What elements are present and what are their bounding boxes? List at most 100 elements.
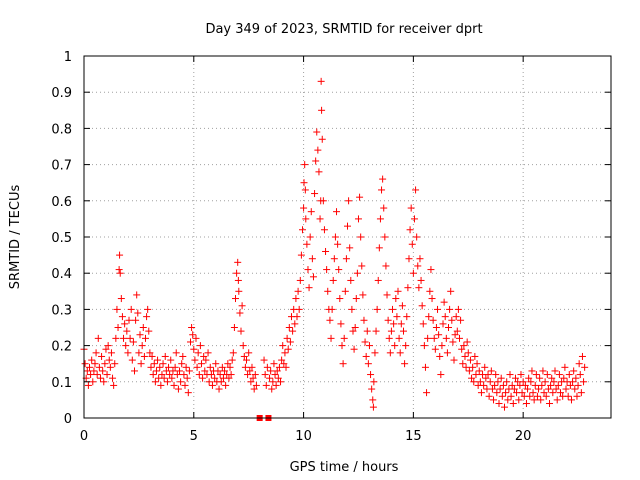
data-point xyxy=(261,371,269,379)
data-point xyxy=(345,197,353,205)
data-point xyxy=(429,316,437,324)
data-point xyxy=(193,363,201,371)
data-point xyxy=(131,367,139,375)
data-point xyxy=(158,371,166,379)
data-point xyxy=(519,378,527,386)
data-point xyxy=(518,389,526,397)
data-point xyxy=(166,371,174,379)
data-point xyxy=(537,396,545,404)
data-point xyxy=(180,371,188,379)
data-point xyxy=(380,204,388,212)
data-point xyxy=(282,363,290,371)
data-point xyxy=(114,324,122,331)
data-point xyxy=(309,273,317,281)
data-point xyxy=(281,349,289,357)
data-point xyxy=(460,342,468,350)
y-tick-label: 1 xyxy=(64,50,72,65)
data-point xyxy=(229,349,237,357)
data-point xyxy=(117,295,125,303)
data-point xyxy=(197,360,205,368)
data-point xyxy=(133,291,141,299)
data-point xyxy=(307,208,315,216)
data-point xyxy=(465,367,473,375)
data-point xyxy=(244,371,252,379)
data-point xyxy=(517,371,525,379)
data-point xyxy=(494,378,502,386)
data-point xyxy=(115,266,123,274)
data-point xyxy=(362,352,370,360)
data-point xyxy=(154,356,162,364)
data-point xyxy=(395,334,403,342)
data-point xyxy=(432,324,440,331)
data-point xyxy=(277,378,285,386)
data-point xyxy=(415,284,423,292)
data-point xyxy=(379,175,387,183)
data-point xyxy=(320,226,328,234)
data-point xyxy=(291,320,299,328)
data-point xyxy=(159,360,167,368)
data-point xyxy=(389,305,397,313)
data-point xyxy=(285,324,293,331)
data-point xyxy=(484,371,492,379)
data-point xyxy=(553,396,561,404)
data-point xyxy=(90,367,98,375)
data-point xyxy=(349,327,357,335)
data-point xyxy=(156,363,164,371)
data-point xyxy=(104,342,112,350)
data-point xyxy=(157,381,165,389)
data-point xyxy=(145,327,153,335)
data-point xyxy=(322,247,330,255)
data-point xyxy=(445,324,453,331)
data-point xyxy=(251,371,259,379)
data-point xyxy=(528,367,536,375)
data-point xyxy=(440,298,448,306)
data-point xyxy=(122,342,130,350)
data-point xyxy=(317,77,325,85)
data-point xyxy=(373,305,381,313)
data-point xyxy=(238,302,246,310)
data-point xyxy=(397,320,405,328)
data-point xyxy=(301,161,309,169)
data-point xyxy=(331,233,339,241)
data-point xyxy=(354,215,362,223)
data-point xyxy=(570,367,578,375)
data-point xyxy=(554,381,562,389)
data-point xyxy=(435,331,443,339)
data-point xyxy=(295,305,303,313)
data-point xyxy=(564,392,572,400)
data-point xyxy=(327,334,335,342)
data-point xyxy=(495,400,503,408)
data-point xyxy=(539,367,547,375)
y-tick-label: 0.1 xyxy=(51,376,72,391)
data-point xyxy=(491,381,499,389)
data-point xyxy=(294,287,302,295)
data-point xyxy=(417,276,425,284)
data-point xyxy=(212,360,220,368)
data-point xyxy=(419,320,427,328)
data-point xyxy=(297,251,305,259)
data-point xyxy=(233,269,241,277)
data-point xyxy=(499,381,507,389)
data-point xyxy=(239,342,247,350)
data-point xyxy=(472,371,480,379)
data-point xyxy=(269,378,277,386)
y-tick-label: 0.2 xyxy=(51,340,72,355)
data-point xyxy=(562,385,570,393)
data-point xyxy=(449,338,457,346)
data-point xyxy=(443,349,451,357)
data-point xyxy=(202,356,210,364)
data-point xyxy=(304,266,312,274)
data-point xyxy=(128,356,136,364)
data-point xyxy=(446,305,454,313)
data-point xyxy=(132,316,140,324)
data-point xyxy=(531,381,539,389)
data-point xyxy=(165,363,173,371)
data-point xyxy=(436,352,444,360)
data-point xyxy=(151,378,159,386)
data-point xyxy=(326,316,334,324)
y-tick-label: 0 xyxy=(64,412,72,427)
data-point xyxy=(186,338,194,346)
data-point xyxy=(532,371,540,379)
x-axis-label: GPS time / hours xyxy=(290,460,399,475)
y-tick-label: 0.6 xyxy=(51,195,72,210)
